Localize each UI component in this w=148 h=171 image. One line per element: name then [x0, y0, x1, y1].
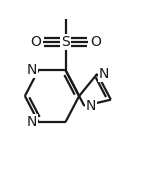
- Text: N: N: [86, 99, 96, 113]
- Text: S: S: [61, 35, 70, 49]
- Text: N: N: [99, 67, 109, 81]
- Text: N: N: [27, 63, 37, 77]
- Text: O: O: [30, 35, 41, 49]
- Text: N: N: [27, 115, 37, 129]
- Text: O: O: [90, 35, 101, 49]
